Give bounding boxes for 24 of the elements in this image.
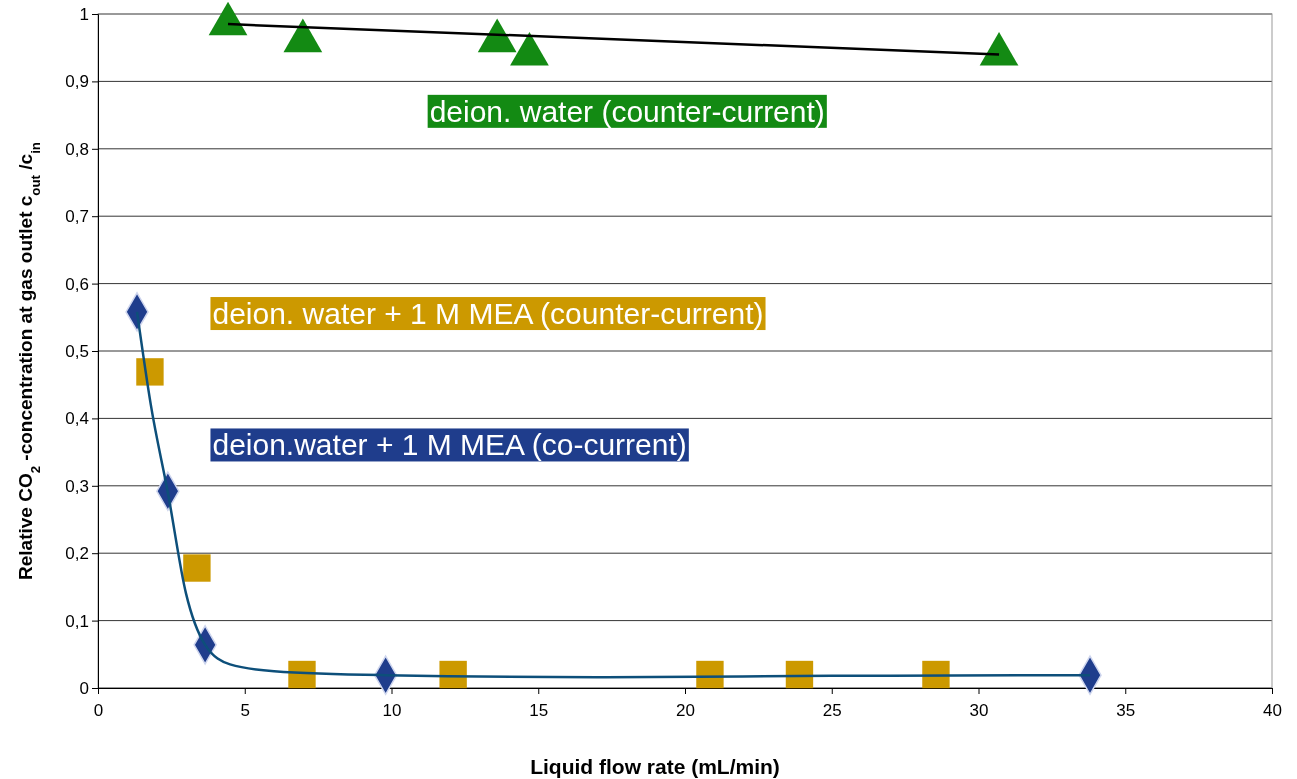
y-tick-label: 0,4 xyxy=(65,409,89,429)
y-tick-label: 0,1 xyxy=(65,611,89,631)
series-label: deion. water + 1 M MEA (counter-current) xyxy=(212,297,764,331)
y-tick-label: 0,7 xyxy=(65,207,89,227)
x-tick-label: 20 xyxy=(676,700,695,720)
series-label: deion.water + 1 M MEA (co-current) xyxy=(212,428,687,462)
y-tick-label: 0,3 xyxy=(65,476,89,496)
y-tick-label: 1 xyxy=(79,4,89,24)
y-tick-label: 0,5 xyxy=(65,341,89,361)
y-tick-label: 0 xyxy=(79,678,89,698)
y-tick-label: 0,6 xyxy=(65,274,89,294)
x-tick-label: 15 xyxy=(529,700,549,720)
text: deion. water (counter-current) xyxy=(429,94,825,128)
y-tick-label: 0,9 xyxy=(65,72,89,92)
x-tick-label: 35 xyxy=(1116,700,1136,720)
x-tick-label: 10 xyxy=(382,700,402,720)
x-tick-label: 25 xyxy=(822,700,842,720)
x-tick-label: 30 xyxy=(969,700,989,720)
x-axis-title: Liquid flow rate (mL/min) xyxy=(530,755,780,778)
x-tick-label: 5 xyxy=(240,700,250,720)
x-tick-label: 0 xyxy=(93,700,104,720)
y-tick-label: 0,2 xyxy=(65,544,89,564)
y-tick-label: 0,8 xyxy=(65,139,89,159)
x-tick-label: 40 xyxy=(1263,700,1282,720)
